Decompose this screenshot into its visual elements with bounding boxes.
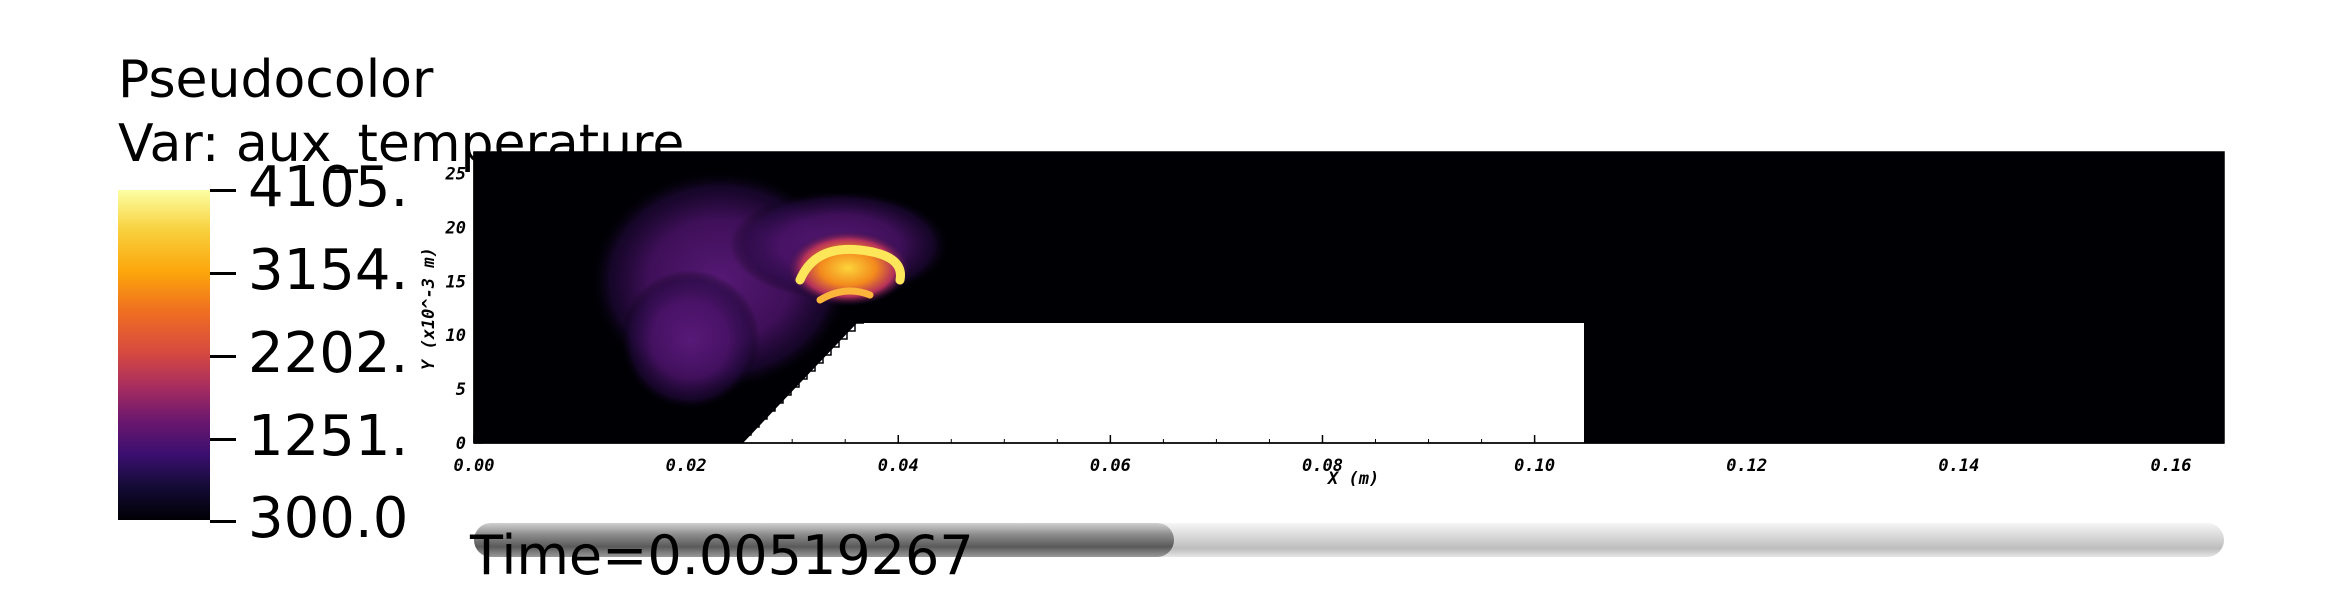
colorbar-max-label: 4105.: [248, 155, 409, 220]
y-tick-label: 0: [456, 434, 466, 454]
x-tick-label: 0.02: [666, 456, 707, 476]
colorbar-tick: [210, 189, 236, 192]
colorbar-label: 1251.: [248, 404, 409, 469]
cool-plume-lower: [620, 270, 760, 410]
obstacle-stair-edge: [742, 322, 864, 443]
colorbar: [118, 190, 210, 520]
x-tick-label: 0.14: [1938, 456, 1979, 476]
y-tick-label: 10: [446, 326, 466, 346]
y-tick-label: 15: [446, 272, 466, 292]
x-tick-label: 0.12: [1726, 456, 1767, 476]
y-tick-label: 20: [445, 218, 466, 238]
y-tick-label: 5: [456, 380, 466, 400]
plot-type-title: Pseudocolor: [118, 50, 434, 110]
y-tick-label: 25: [445, 165, 466, 185]
x-tick-label: 0.00: [454, 456, 495, 476]
obstacle-step: [743, 323, 1584, 443]
x-tick-label: 0.08: [1302, 456, 1343, 476]
x-tick-label: 0.16: [2150, 456, 2191, 476]
colorbar-tick: [210, 520, 236, 523]
colorbar-label: 2202.: [248, 321, 409, 386]
y-axis-label: Y (x10^-3 m): [419, 247, 439, 370]
x-tick-label: 0.06: [1090, 456, 1131, 476]
colorbar-min-label: 300.0: [248, 486, 409, 551]
colorbar-tick: [210, 355, 236, 358]
colorbar-tick: [210, 272, 236, 275]
x-tick-label: 0.10: [1514, 456, 1555, 476]
colorbar-tick: [210, 438, 236, 441]
flame-front-inner: [816, 287, 874, 304]
x-axis-label: X (m): [1326, 469, 1379, 489]
time-label: Time=0.00519267: [470, 524, 974, 587]
colorbar-label: 3154.: [248, 238, 409, 303]
x-tick-label: 0.04: [878, 456, 919, 476]
time-slider[interactable]: [474, 522, 2224, 557]
flame-front-curve: [795, 244, 905, 285]
time-slider-fill: [474, 523, 1174, 557]
